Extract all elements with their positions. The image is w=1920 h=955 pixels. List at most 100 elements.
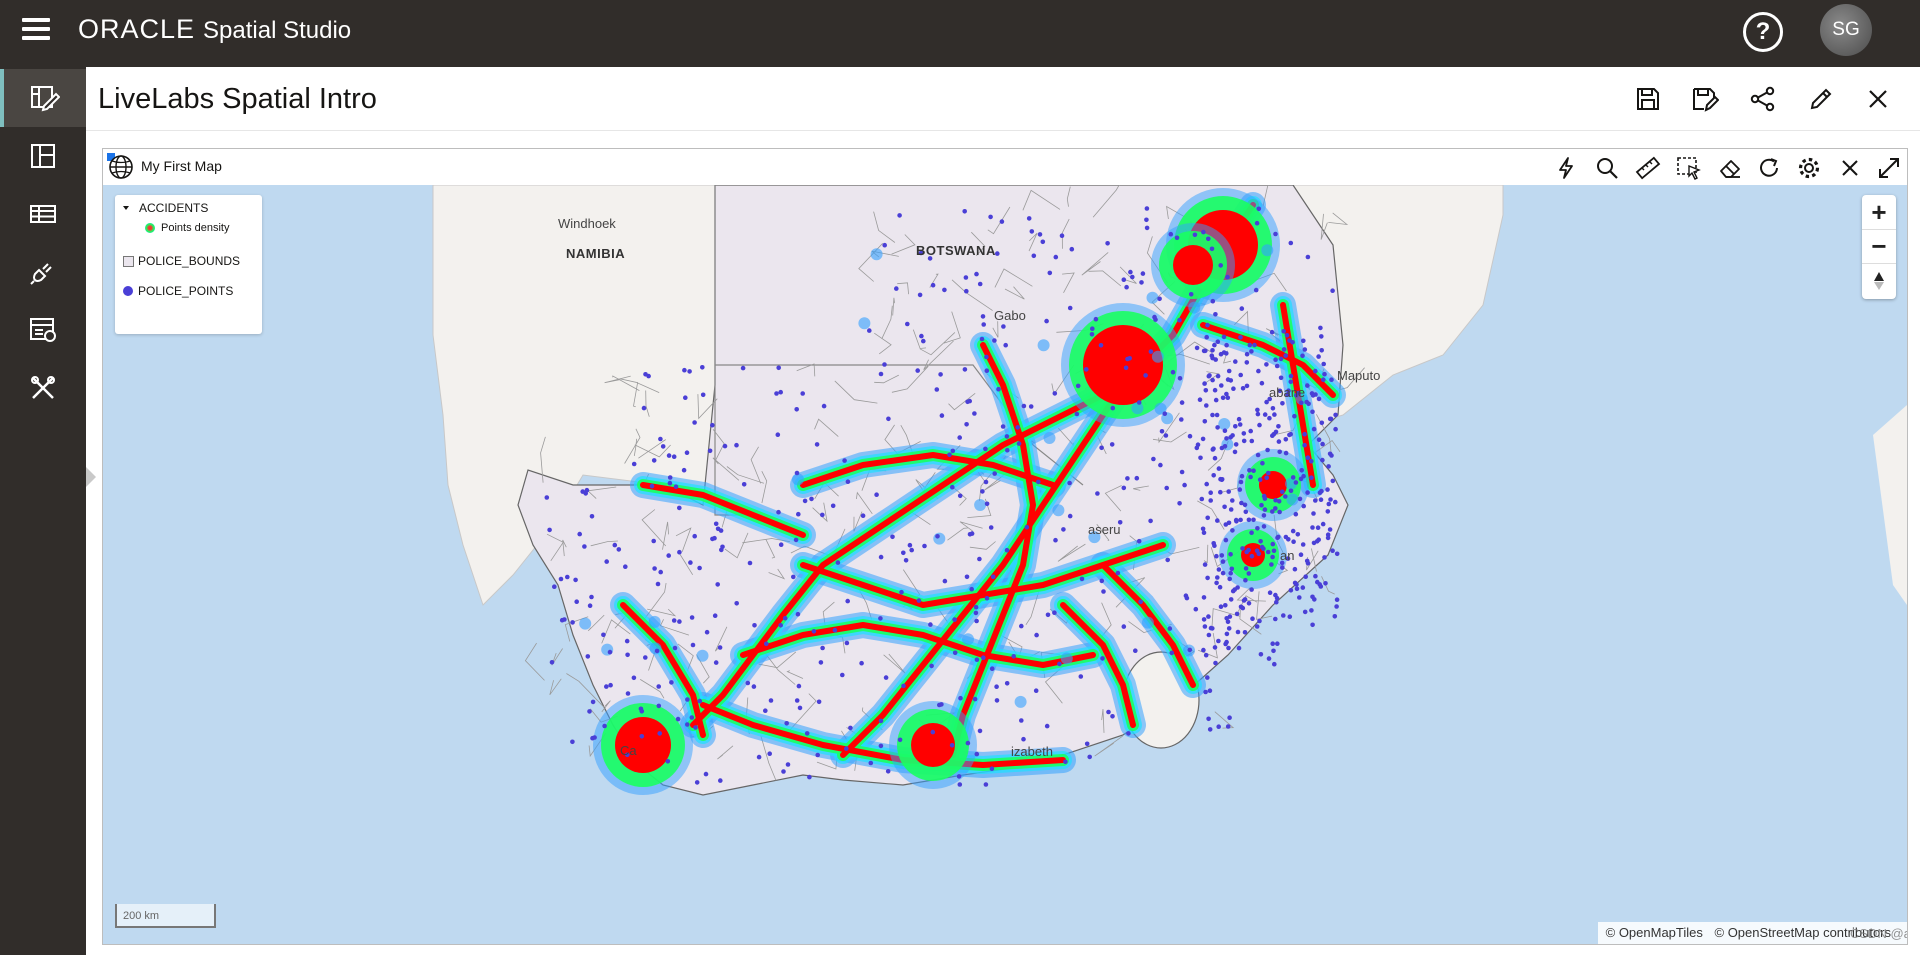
refresh-button[interactable] [1753, 152, 1785, 184]
police-point [1228, 570, 1233, 576]
share-button[interactable] [1745, 81, 1781, 117]
police-point [984, 354, 989, 360]
police-point [747, 560, 753, 566]
police-bound-line [768, 568, 786, 580]
police-point [1305, 455, 1311, 461]
police-point [835, 560, 841, 565]
police-point [1200, 436, 1206, 442]
police-point [1330, 288, 1335, 293]
legend-layer-police-bounds[interactable]: POLICE_BOUNDS [123, 252, 240, 270]
map-svg[interactable] [103, 185, 1907, 944]
attribution-openmaptiles[interactable]: © OpenMapTiles [1605, 925, 1703, 940]
legend-layer-accidents[interactable]: ACCIDENTS [123, 199, 208, 217]
police-point [741, 482, 747, 487]
police-point [1218, 604, 1224, 609]
heatmap-spot [579, 617, 592, 630]
police-point [1228, 507, 1234, 512]
police-point [1045, 612, 1051, 618]
sidebar-item-admin[interactable] [0, 359, 86, 417]
police-point [1140, 271, 1146, 276]
compass-north-icon [1874, 271, 1884, 290]
measure-button[interactable] [1632, 152, 1664, 184]
zoom-in-button[interactable]: + [1871, 196, 1887, 227]
police-bound-line [717, 745, 734, 760]
police-bound-line [1158, 412, 1180, 444]
police-point [577, 531, 582, 537]
sidebar-item-jobs[interactable] [0, 301, 86, 359]
police-point [639, 709, 645, 714]
police-point [1177, 317, 1182, 323]
police-point [1250, 616, 1255, 621]
attribution-osm[interactable]: © OpenStreetMap contributors [1714, 925, 1892, 940]
select-area-button[interactable] [1673, 152, 1705, 184]
police-point [1287, 614, 1293, 619]
police-point [1278, 356, 1284, 362]
search-button[interactable] [1591, 152, 1623, 184]
sidebar-item-datasets[interactable] [0, 185, 86, 243]
close-map-button[interactable] [1834, 152, 1866, 184]
analytics-button[interactable] [1550, 152, 1582, 184]
police-point [590, 735, 595, 741]
police-point [1095, 491, 1100, 496]
police-point [775, 432, 781, 437]
save-button[interactable] [1630, 81, 1666, 117]
police-point [1206, 373, 1212, 379]
police-point [1159, 429, 1165, 434]
police-point [1293, 511, 1299, 517]
police-bound-line [1094, 735, 1123, 757]
caret-down-icon[interactable] [123, 206, 129, 210]
legend-layer-police-points[interactable]: POLICE_POINTS [123, 282, 233, 300]
police-point [1292, 413, 1297, 419]
police-point [984, 595, 990, 601]
eraser-button[interactable] [1714, 152, 1746, 184]
sidebar-item-dashboard[interactable] [0, 127, 86, 185]
police-point [782, 616, 788, 621]
connection-plug-icon [30, 263, 52, 285]
user-avatar[interactable]: SG [1820, 4, 1872, 56]
map-canvas[interactable]: Windhoek NAMIBIA BOTSWANA Gabo Maputo ab… [103, 185, 1907, 944]
police-point [1204, 334, 1209, 340]
fullscreen-button[interactable] [1873, 152, 1905, 184]
hamburger-menu-icon[interactable] [22, 18, 50, 42]
heatmap-spot [1146, 291, 1159, 304]
police-point [1321, 377, 1326, 382]
police-point [1318, 325, 1323, 331]
police-point [675, 716, 681, 722]
settings-button[interactable] [1793, 152, 1825, 184]
police-point [1133, 648, 1138, 653]
police-point [658, 569, 663, 575]
police-bound-line [696, 654, 710, 684]
police-point [1244, 360, 1250, 365]
police-point [1128, 269, 1133, 275]
police-point [585, 654, 591, 659]
police-point [980, 314, 986, 319]
police-bound-line [647, 608, 677, 617]
police-point [1276, 439, 1282, 444]
polygon-swatch-icon [123, 255, 134, 267]
sidebar-item-connections[interactable] [0, 243, 86, 301]
police-point [1329, 377, 1334, 382]
police-point [916, 598, 922, 603]
police-point [1243, 577, 1248, 583]
police-point [608, 682, 613, 688]
police-point [1067, 480, 1072, 486]
police-point [859, 660, 864, 666]
sidebar-item-projects[interactable] [0, 69, 86, 127]
police-point [1231, 386, 1236, 391]
police-point [1226, 645, 1231, 651]
save-as-button[interactable] [1687, 81, 1723, 117]
zoom-out-button[interactable]: − [1862, 229, 1896, 263]
police-point [878, 743, 884, 749]
police-point [1130, 274, 1135, 280]
police-point [1053, 537, 1058, 543]
sidebar-expand-handle[interactable] [86, 467, 96, 487]
edit-button[interactable] [1803, 81, 1839, 117]
police-point [1143, 373, 1148, 378]
police-point [601, 632, 606, 638]
police-point [1225, 619, 1231, 625]
police-point [1273, 497, 1278, 503]
help-button[interactable]: ? [1743, 12, 1783, 52]
analytics-bolt-icon [1559, 157, 1573, 179]
compass-reset-button[interactable] [1862, 263, 1896, 297]
close-project-button[interactable] [1860, 81, 1896, 117]
